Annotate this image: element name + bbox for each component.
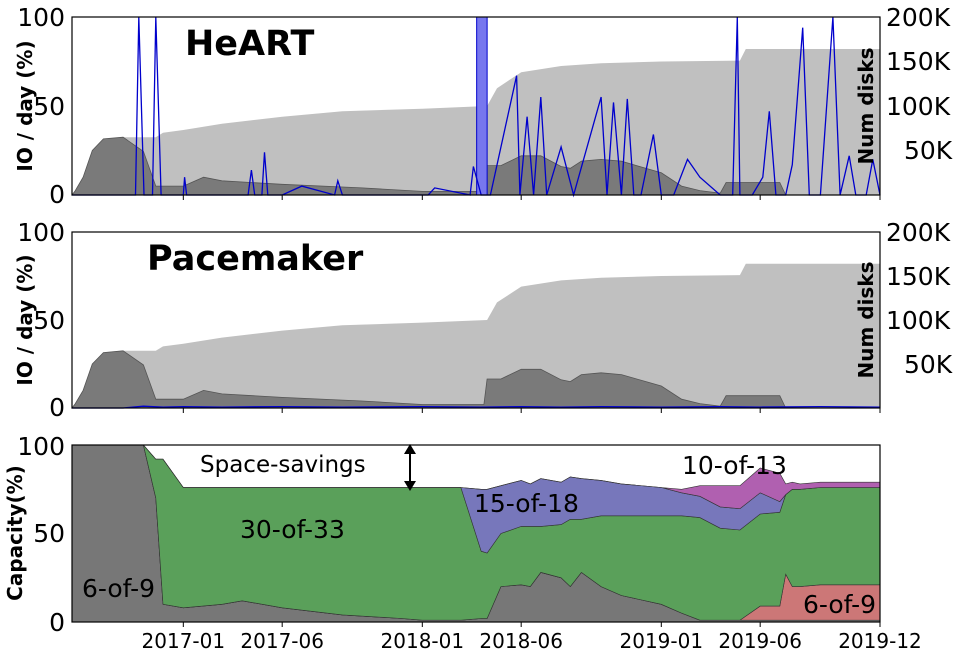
x-tick-label: 2019-01	[620, 629, 704, 653]
x-tick-label: 2019-12	[838, 629, 922, 653]
pacemaker-title: Pacemaker	[147, 239, 364, 279]
heart-ylabel-left: IO / day (%)	[13, 40, 37, 171]
pacemaker-ylabel-right: Num disks	[854, 261, 878, 378]
pacemaker-disk-count-light-area	[71, 350, 880, 409]
pacemaker-plot-frame	[71, 231, 881, 409]
heart-light-area-shape	[72, 49, 880, 195]
capacity-ytick-50: 50	[33, 519, 65, 548]
pacemaker-disk-count-dark-area	[72, 263, 880, 408]
heart-ytick-left-100: 100	[17, 3, 65, 32]
x-tick-label: 2019-06	[718, 629, 802, 653]
pacemaker-ytick-right-150k: 150K	[886, 262, 951, 291]
heart-title: HeART	[185, 24, 314, 64]
pacemaker-io-series	[72, 405, 881, 409]
heart-ylabel-right: Num disks	[854, 47, 878, 164]
capacity-panel: 100 50 0 Capacity(%) Space-savings 6-of-…	[3, 195, 922, 653]
capacity-ylabel: Capacity(%)	[3, 465, 27, 601]
region-label-30-of-33: 30-of-33	[240, 515, 345, 544]
heart-ytick-right-200k: 200K	[886, 3, 951, 32]
capacity-plot-frame	[71, 444, 881, 623]
heart-disk-count-dark-area	[72, 49, 880, 195]
capacity-ytick-100: 100	[17, 432, 65, 461]
space-savings-arrow	[404, 444, 416, 491]
heart-ytick-left-50: 50	[33, 92, 65, 121]
pacemaker-ytick-right-100k: 100K	[886, 306, 951, 335]
pacemaker-light-area-shape	[72, 263, 880, 408]
x-tick-label: 2018-06	[479, 629, 563, 653]
pacemaker-ylabel-left: IO / day (%)	[13, 254, 37, 385]
pacemaker-panel: Pacemaker 100 50 0 200K 150K 100K 50K IO…	[13, 218, 953, 422]
heart-panel: HeART 100 50 0 200K 150K 100K 50K IO / d…	[13, 3, 953, 209]
pacemaker-ytick-left-100: 100	[17, 218, 65, 247]
pacemaker-ytick-left-50: 50	[33, 306, 65, 335]
capacity-ytick-0: 0	[49, 608, 65, 637]
heart-ytick-right-150k: 150K	[886, 47, 951, 76]
pacemaker-ytick-right-200k: 200K	[886, 218, 951, 247]
heart-ytick-left-0: 0	[49, 180, 65, 209]
region-label-10-of-13: 10-of-13	[682, 451, 787, 480]
x-tick-label: 2017-01	[142, 629, 226, 653]
x-tick-label: 2017-06	[240, 629, 324, 653]
space-savings-annotation: Space-savings	[200, 452, 366, 478]
region-label-6-of-9-grey: 6-of-9	[82, 574, 155, 603]
heart-io-spike-band	[476, 16, 488, 196]
pacemaker-io-line	[72, 405, 881, 409]
heart-ytick-right-50k: 50K	[904, 136, 953, 165]
region-label-15-of-18: 15-of-18	[474, 489, 579, 518]
pacemaker-ytick-left-0: 0	[49, 393, 65, 422]
heart-plot-frame	[71, 16, 881, 196]
x-axis-ticks: 2017-01 2017-06 2018-01 2018-06 2019-01 2019-…	[142, 195, 922, 653]
x-tick-label: 2018-01	[381, 629, 465, 653]
pacemaker-dark-area-shape	[71, 350, 880, 409]
heart-ytick-right-100k: 100K	[886, 92, 951, 121]
region-label-6-of-9-red: 6-of-9	[803, 590, 876, 619]
pacemaker-ytick-right-50k: 50K	[904, 350, 953, 379]
